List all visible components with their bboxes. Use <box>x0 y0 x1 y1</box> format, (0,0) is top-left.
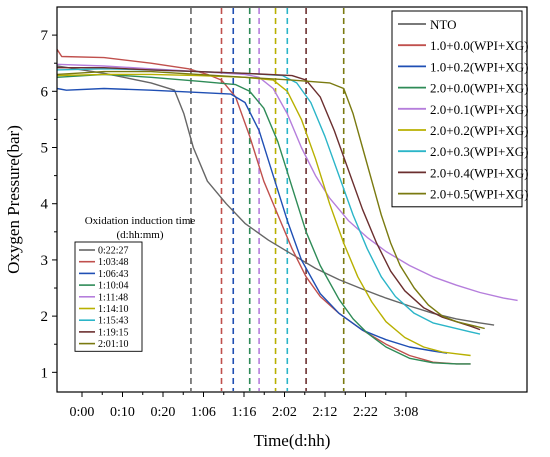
series-line-7 <box>57 67 481 331</box>
inset-label: 1:14:10 <box>98 304 129 315</box>
inset-label: 1:19:15 <box>98 327 129 338</box>
x-axis-title: Time(d:hh) <box>254 431 331 450</box>
plot-frame <box>56 6 528 393</box>
induction-time-lines <box>190 8 345 391</box>
series-line-0 <box>56 65 495 326</box>
x-tick-label: 2:02 <box>272 405 297 420</box>
y-tick-label: 5 <box>41 141 49 157</box>
series-line-3 <box>56 73 471 365</box>
x-tick-label: 1:06 <box>191 405 216 420</box>
legend-label: 2.0+0.0(WPI+XG) <box>430 81 528 96</box>
y-tick-label: 3 <box>41 253 49 269</box>
y-tick-label: 2 <box>41 309 49 325</box>
legend-label: NTO <box>430 17 456 32</box>
legend-label: 2.0+0.4(WPI+XG) <box>430 165 528 180</box>
series-lines <box>56 48 518 365</box>
series-line-1 <box>56 48 471 365</box>
x-tick-label: 3:08 <box>394 405 419 420</box>
x-tick-label: 1:16 <box>232 405 257 420</box>
series-line-2 <box>56 87 448 354</box>
inset-title-line2: (d:hh:mm) <box>116 229 163 241</box>
axes: 1 2 3 4 5 6 7 0:00 0:10 0:20 1:06 1:16 2:02 2:12 2:22 3… <box>4 6 528 450</box>
inset-title-line1: Oxidation induction time <box>85 215 196 227</box>
x-tick-label: 0:00 <box>70 405 95 420</box>
inset-label: 1:15:43 <box>98 316 129 327</box>
x-tick-label: 2:12 <box>313 405 338 420</box>
x-tick-label: 0:20 <box>151 405 176 420</box>
inset-label: 1:10:04 <box>98 281 129 292</box>
series-line-5 <box>56 73 471 357</box>
y-tick-label: 6 <box>41 84 49 100</box>
legend-label: 1.0+0.0(WPI+XG) <box>430 38 528 53</box>
legend: NTO 1.0+0.0(WPI+XG) 1.0+0.2(WPI+XG) 2.0+0.0… <box>391 10 528 208</box>
inset-label: 1:03:48 <box>98 257 129 268</box>
legend-label: 2.0+0.1(WPI+XG) <box>430 102 528 117</box>
legend-label: 2.0+0.3(WPI+XG) <box>430 144 528 159</box>
inset-label: 1:06:43 <box>98 269 129 280</box>
inset-label: 0:22:27 <box>98 246 129 257</box>
x-tick-label: 2:22 <box>353 405 378 420</box>
legend-box <box>391 10 523 208</box>
inset-label: 2:01:10 <box>98 339 129 350</box>
legend-label: 1.0+0.2(WPI+XG) <box>430 59 528 74</box>
inset-table: Oxidation induction time (d:hh:mm) 0:22:27… <box>74 215 196 352</box>
y-tick-label: 4 <box>41 197 49 213</box>
legend-label: 2.0+0.5(WPI+XG) <box>430 187 528 202</box>
series-line-8 <box>56 70 485 330</box>
inset-label: 1:11:48 <box>98 292 128 303</box>
y-tick-label: 1 <box>41 365 49 381</box>
y-axis-title: Oxygen Pressure(bar) <box>4 125 23 274</box>
legend-label: 2.0+0.2(WPI+XG) <box>430 123 528 138</box>
x-tick-label: 0:10 <box>110 405 135 420</box>
y-tick-label: 7 <box>41 28 49 44</box>
